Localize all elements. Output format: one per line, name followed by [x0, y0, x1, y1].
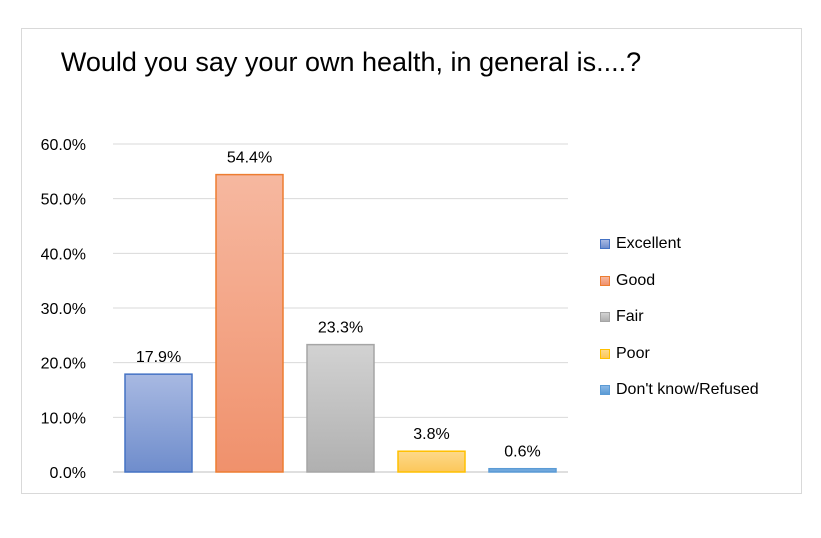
- legend-item: Don't know/Refused: [600, 372, 759, 409]
- bars: [124, 173, 557, 473]
- bar-excellent: [124, 373, 193, 473]
- chart-title: Would you say your own health, in genera…: [60, 47, 642, 77]
- bar-poor: [397, 450, 466, 473]
- data-label: 54.4%: [227, 150, 272, 167]
- y-tick-label: 50.0%: [41, 192, 86, 209]
- y-tick-label: 0.0%: [50, 465, 86, 482]
- y-tick-label: 20.0%: [41, 356, 86, 373]
- data-label: 0.6%: [504, 444, 540, 461]
- bar-don-t-know-refused: [488, 467, 557, 473]
- data-label: 23.3%: [318, 320, 363, 337]
- legend-swatch: [600, 348, 610, 359]
- legend-label: Good: [616, 271, 656, 289]
- legend: Excellent Good Fair Poor Don't know/Refused: [600, 226, 759, 409]
- legend-item: Poor: [600, 336, 759, 373]
- y-axis-ticks: 0.0% 10.0% 20.0% 30.0% 40.0% 50.0% 60.0%: [41, 137, 86, 482]
- y-tick-label: 40.0%: [41, 246, 86, 263]
- data-label: 17.9%: [136, 349, 181, 366]
- legend-swatch: [600, 312, 610, 323]
- legend-label: Poor: [616, 344, 650, 362]
- y-tick-label: 30.0%: [41, 301, 86, 318]
- data-label: 3.8%: [413, 426, 449, 443]
- legend-item: Excellent: [600, 226, 759, 263]
- legend-swatch: [600, 385, 610, 396]
- legend-item: Fair: [600, 299, 759, 336]
- bar-good: [215, 173, 284, 473]
- data-labels: 17.9% 54.4% 23.3% 3.8% 0.6%: [136, 150, 541, 461]
- legend-label: Fair: [616, 308, 644, 326]
- y-tick-label: 10.0%: [41, 410, 86, 427]
- legend-label: Don't know/Refused: [616, 381, 759, 399]
- legend-label: Excellent: [616, 235, 681, 253]
- legend-swatch: [600, 275, 610, 286]
- bar-fair: [306, 343, 375, 473]
- legend-swatch: [600, 239, 610, 250]
- y-tick-label: 60.0%: [41, 137, 86, 154]
- legend-item: Good: [600, 263, 759, 300]
